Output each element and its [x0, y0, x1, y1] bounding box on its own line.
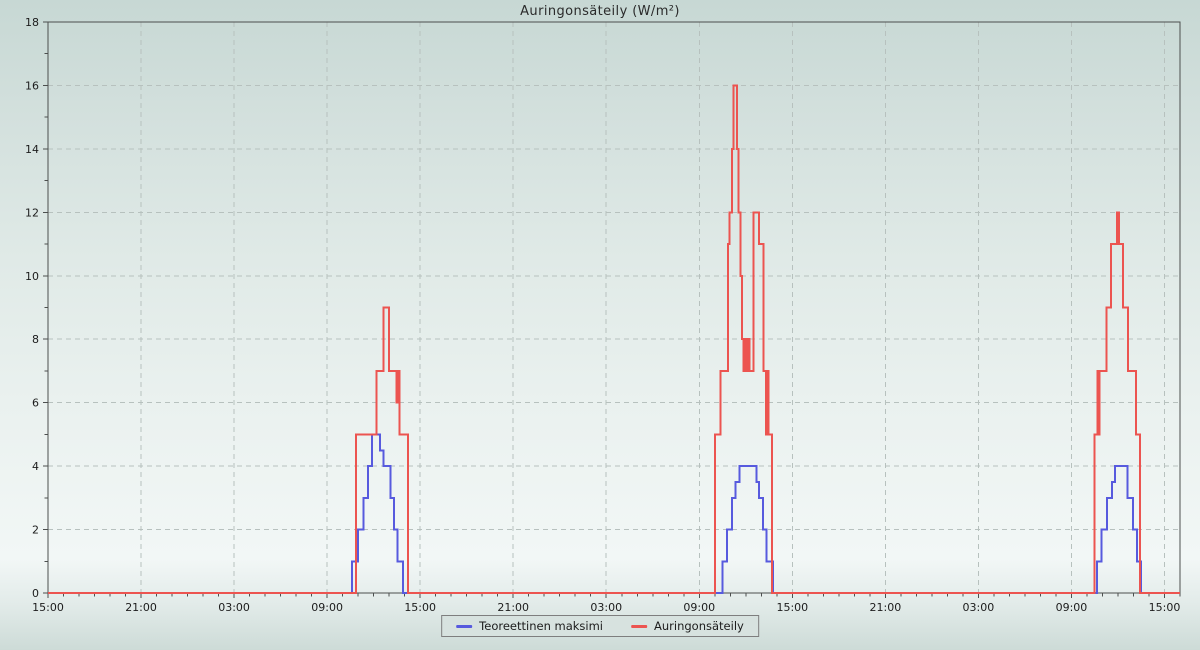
x-tick-label: 03:00 — [590, 601, 622, 614]
plot-border — [47, 21, 1181, 594]
y-tick-label: 16 — [25, 79, 39, 92]
x-tick-label: 09:00 — [311, 601, 343, 614]
legend-label-teoreettinen-maksimi: Teoreettinen maksimi — [479, 619, 604, 633]
x-tick-label: 15:00 — [404, 601, 436, 614]
x-tick-label: 03:00 — [218, 601, 250, 614]
y-axis-labels: 0 2 4 6 8 10 12 14 16 18 — [25, 16, 39, 600]
x-tick-label: 15:00 — [776, 601, 808, 614]
y-tick-label: 6 — [32, 397, 39, 410]
y-tick-label: 4 — [32, 460, 39, 473]
x-tick-label: 09:00 — [683, 601, 715, 614]
legend-item-teoreettinen-maksimi: Teoreettinen maksimi — [456, 619, 603, 633]
legend-label-auringonsateily: Auringonsäteily — [654, 619, 744, 633]
legend-item-auringonsateily: Auringonsäteily — [631, 619, 744, 633]
x-tick-label: 15:00 — [32, 601, 64, 614]
y-tick-label: 2 — [32, 524, 39, 537]
y-tick-label: 12 — [25, 206, 39, 219]
x-axis-labels: 15:00 21:00 03:00 09:00 15:00 21:00 03:00 09:00… — [32, 601, 1180, 614]
chart-legend: Teoreettinen maksimi Auringonsäteily — [441, 615, 759, 637]
y-tick-label: 14 — [25, 143, 39, 156]
series-line-0 — [48, 433, 1180, 594]
y-tick-label: 8 — [32, 333, 39, 346]
x-tick-label: 15:00 — [1149, 601, 1181, 614]
red-line-swatch-icon — [631, 624, 648, 628]
x-tick-label: 03:00 — [963, 601, 995, 614]
x-tick-label: 21:00 — [497, 601, 529, 614]
gridlines — [48, 22, 1180, 593]
chart-title: Auringonsäteily (W/m²) — [520, 4, 680, 19]
x-tick-label: 09:00 — [1056, 601, 1088, 614]
x-tick-label: 21:00 — [870, 601, 902, 614]
y-tick-label: 0 — [32, 587, 39, 600]
series-line-1 — [48, 84, 1180, 594]
blue-line-swatch-icon — [456, 624, 473, 628]
y-tick-label: 10 — [25, 270, 39, 283]
axis-ticks — [43, 21, 1181, 598]
y-tick-label: 18 — [25, 16, 39, 29]
x-tick-label: 21:00 — [125, 601, 157, 614]
